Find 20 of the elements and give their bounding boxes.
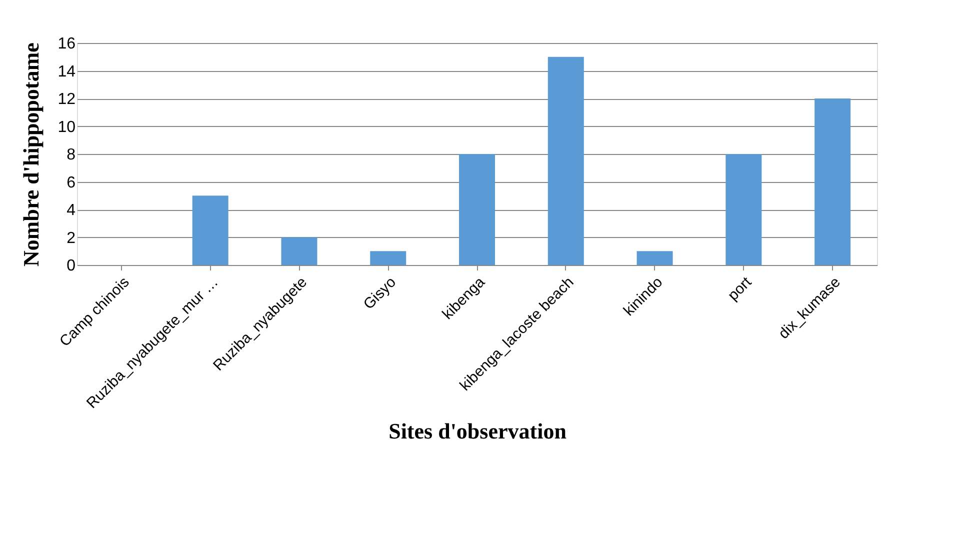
y-tick-label: 12 (58, 91, 76, 108)
y-tick-label: 4 (66, 202, 76, 219)
y-tick-label: 2 (66, 230, 76, 247)
y-tick-label: 0 (66, 258, 76, 274)
x-tick-label: port (724, 273, 756, 304)
y-tick-label: 8 (66, 146, 76, 164)
bar (814, 98, 851, 265)
bar (548, 56, 584, 265)
bar (459, 154, 495, 265)
bar (281, 237, 318, 265)
bar (636, 251, 673, 265)
y-tick-label: 14 (58, 63, 76, 80)
bar (192, 196, 228, 265)
bar (370, 251, 406, 265)
y-tick-label: 6 (66, 174, 76, 192)
y-axis-title: Nombre d'hippopotame (18, 42, 44, 266)
bar (726, 154, 762, 265)
y-tick-label: 10 (58, 118, 76, 136)
y-tick-label: 16 (58, 36, 76, 52)
x-axis-title: Sites d'observation (388, 418, 566, 444)
